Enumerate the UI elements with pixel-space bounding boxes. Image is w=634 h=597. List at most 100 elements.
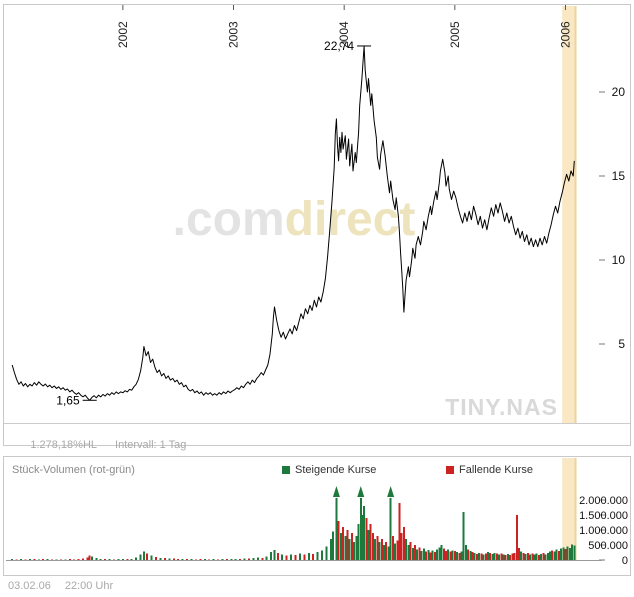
- volume-bar: [359, 498, 362, 560]
- volume-bar: [378, 542, 381, 560]
- volume-bar: [139, 554, 142, 560]
- volume-bar: [342, 527, 345, 560]
- volume-bar: [400, 533, 403, 560]
- volume-bar: [353, 542, 356, 560]
- volume-bar: [515, 515, 518, 560]
- volume-bar: [163, 558, 166, 560]
- volume-bar: [493, 552, 496, 560]
- volume-bar: [203, 559, 206, 560]
- volume-bar: [495, 553, 498, 560]
- volume-bar: [290, 554, 293, 560]
- volume-bar: [312, 554, 315, 560]
- volume-bar: [456, 552, 458, 560]
- volume-bar: [199, 559, 202, 560]
- volume-bar: [442, 548, 445, 560]
- volume-axis-label: 500.000: [588, 540, 628, 552]
- volume-bar: [172, 558, 175, 560]
- volume-bar: [411, 548, 414, 560]
- volume-bar: [407, 545, 410, 560]
- volume-bar: [234, 558, 237, 560]
- volume-bar: [261, 557, 264, 560]
- volume-overflow-arrow: [332, 486, 340, 497]
- volume-bar: [460, 551, 463, 560]
- volume-axis-label: 1.000.000: [579, 525, 628, 537]
- volume-bar: [500, 553, 503, 560]
- volume-bar: [467, 549, 470, 560]
- price-chart-canvas: .comdirect TINY.NAS 2002 2003 2004 2005 2006 20…: [4, 5, 630, 424]
- volume-bar: [159, 557, 162, 560]
- volume-bar: [135, 557, 138, 560]
- falling-legend-swatch: [446, 466, 454, 474]
- volume-bar: [482, 554, 485, 560]
- volume-bar: [113, 559, 115, 561]
- volume-bar: [155, 557, 158, 560]
- volume-bar: [557, 551, 560, 560]
- volume-bar: [121, 559, 124, 560]
- volume-bar: [243, 558, 246, 560]
- volume-bar: [389, 498, 392, 560]
- price-annotation: 1,65: [56, 393, 80, 407]
- x-axis-year-label: 2005: [448, 21, 462, 48]
- volume-bar: [549, 551, 551, 560]
- volume-bar: [533, 554, 536, 560]
- volume-bar: [425, 551, 428, 560]
- volume-bar: [270, 552, 273, 560]
- volume-bar: [273, 549, 276, 560]
- volume-bar: [524, 554, 527, 560]
- volume-bar: [225, 559, 228, 560]
- volume-bar: [405, 539, 408, 560]
- volume-bar: [568, 548, 571, 560]
- volume-overflow-arrow: [357, 486, 365, 497]
- volume-axis-label: 1.500.000: [579, 510, 628, 522]
- volume-bar: [469, 551, 472, 560]
- volume-bar: [208, 559, 211, 560]
- x-axis-year-label: 2004: [337, 21, 351, 48]
- volume-bar: [449, 551, 452, 560]
- volume-bar: [285, 555, 288, 560]
- interval-label: Intervall: 1 Tag: [115, 439, 187, 451]
- legend-falling: Fallende Kurse: [446, 464, 533, 476]
- volume-bar: [337, 521, 340, 560]
- price-axis-label: 15: [612, 169, 626, 183]
- volume-bar: [431, 550, 434, 560]
- volume-bar: [316, 552, 319, 560]
- price-chart-footer: 1.278,18%HL Intervall: 1 Tag: [12, 427, 186, 463]
- volume-bar: [398, 503, 401, 560]
- volume-bar: [518, 548, 520, 560]
- volume-bar: [473, 553, 476, 560]
- volume-bar: [51, 559, 53, 560]
- volume-bar: [453, 551, 456, 560]
- volume-bar: [294, 555, 297, 560]
- volume-bar: [239, 559, 242, 560]
- volume-bar: [487, 552, 489, 560]
- volume-bar: [433, 552, 436, 560]
- change-percent-label: 1.278,18%HL: [30, 439, 98, 451]
- volume-bar: [33, 559, 36, 560]
- volume-bar: [480, 553, 483, 560]
- latest-data-highlight-band: [562, 458, 577, 560]
- volume-bar: [394, 543, 397, 560]
- volume-bar: [438, 547, 441, 560]
- latest-data-highlight-band: [562, 6, 577, 423]
- volume-bar: [357, 524, 360, 560]
- falling-legend-label: Fallende Kurse: [459, 464, 533, 476]
- volume-bar: [476, 554, 478, 560]
- volume-bar: [529, 554, 532, 560]
- volume-bar: [329, 539, 332, 560]
- volume-bar: [130, 558, 133, 560]
- volume-bar: [194, 559, 197, 561]
- volume-axis-label: 2.000.000: [579, 495, 628, 507]
- volume-bar: [387, 546, 390, 560]
- volume-bar: [509, 554, 512, 560]
- volume-bar: [42, 559, 45, 560]
- volume-bar: [396, 540, 399, 560]
- volume-bar: [77, 559, 80, 560]
- volume-bar: [362, 515, 364, 560]
- ticker-watermark: TINY.NAS: [445, 394, 558, 420]
- volume-bar: [321, 550, 323, 560]
- volume-bar: [86, 557, 89, 560]
- volume-bar: [363, 506, 366, 560]
- volume-bar: [104, 559, 107, 560]
- volume-bar: [37, 559, 40, 560]
- volume-bar: [447, 549, 450, 560]
